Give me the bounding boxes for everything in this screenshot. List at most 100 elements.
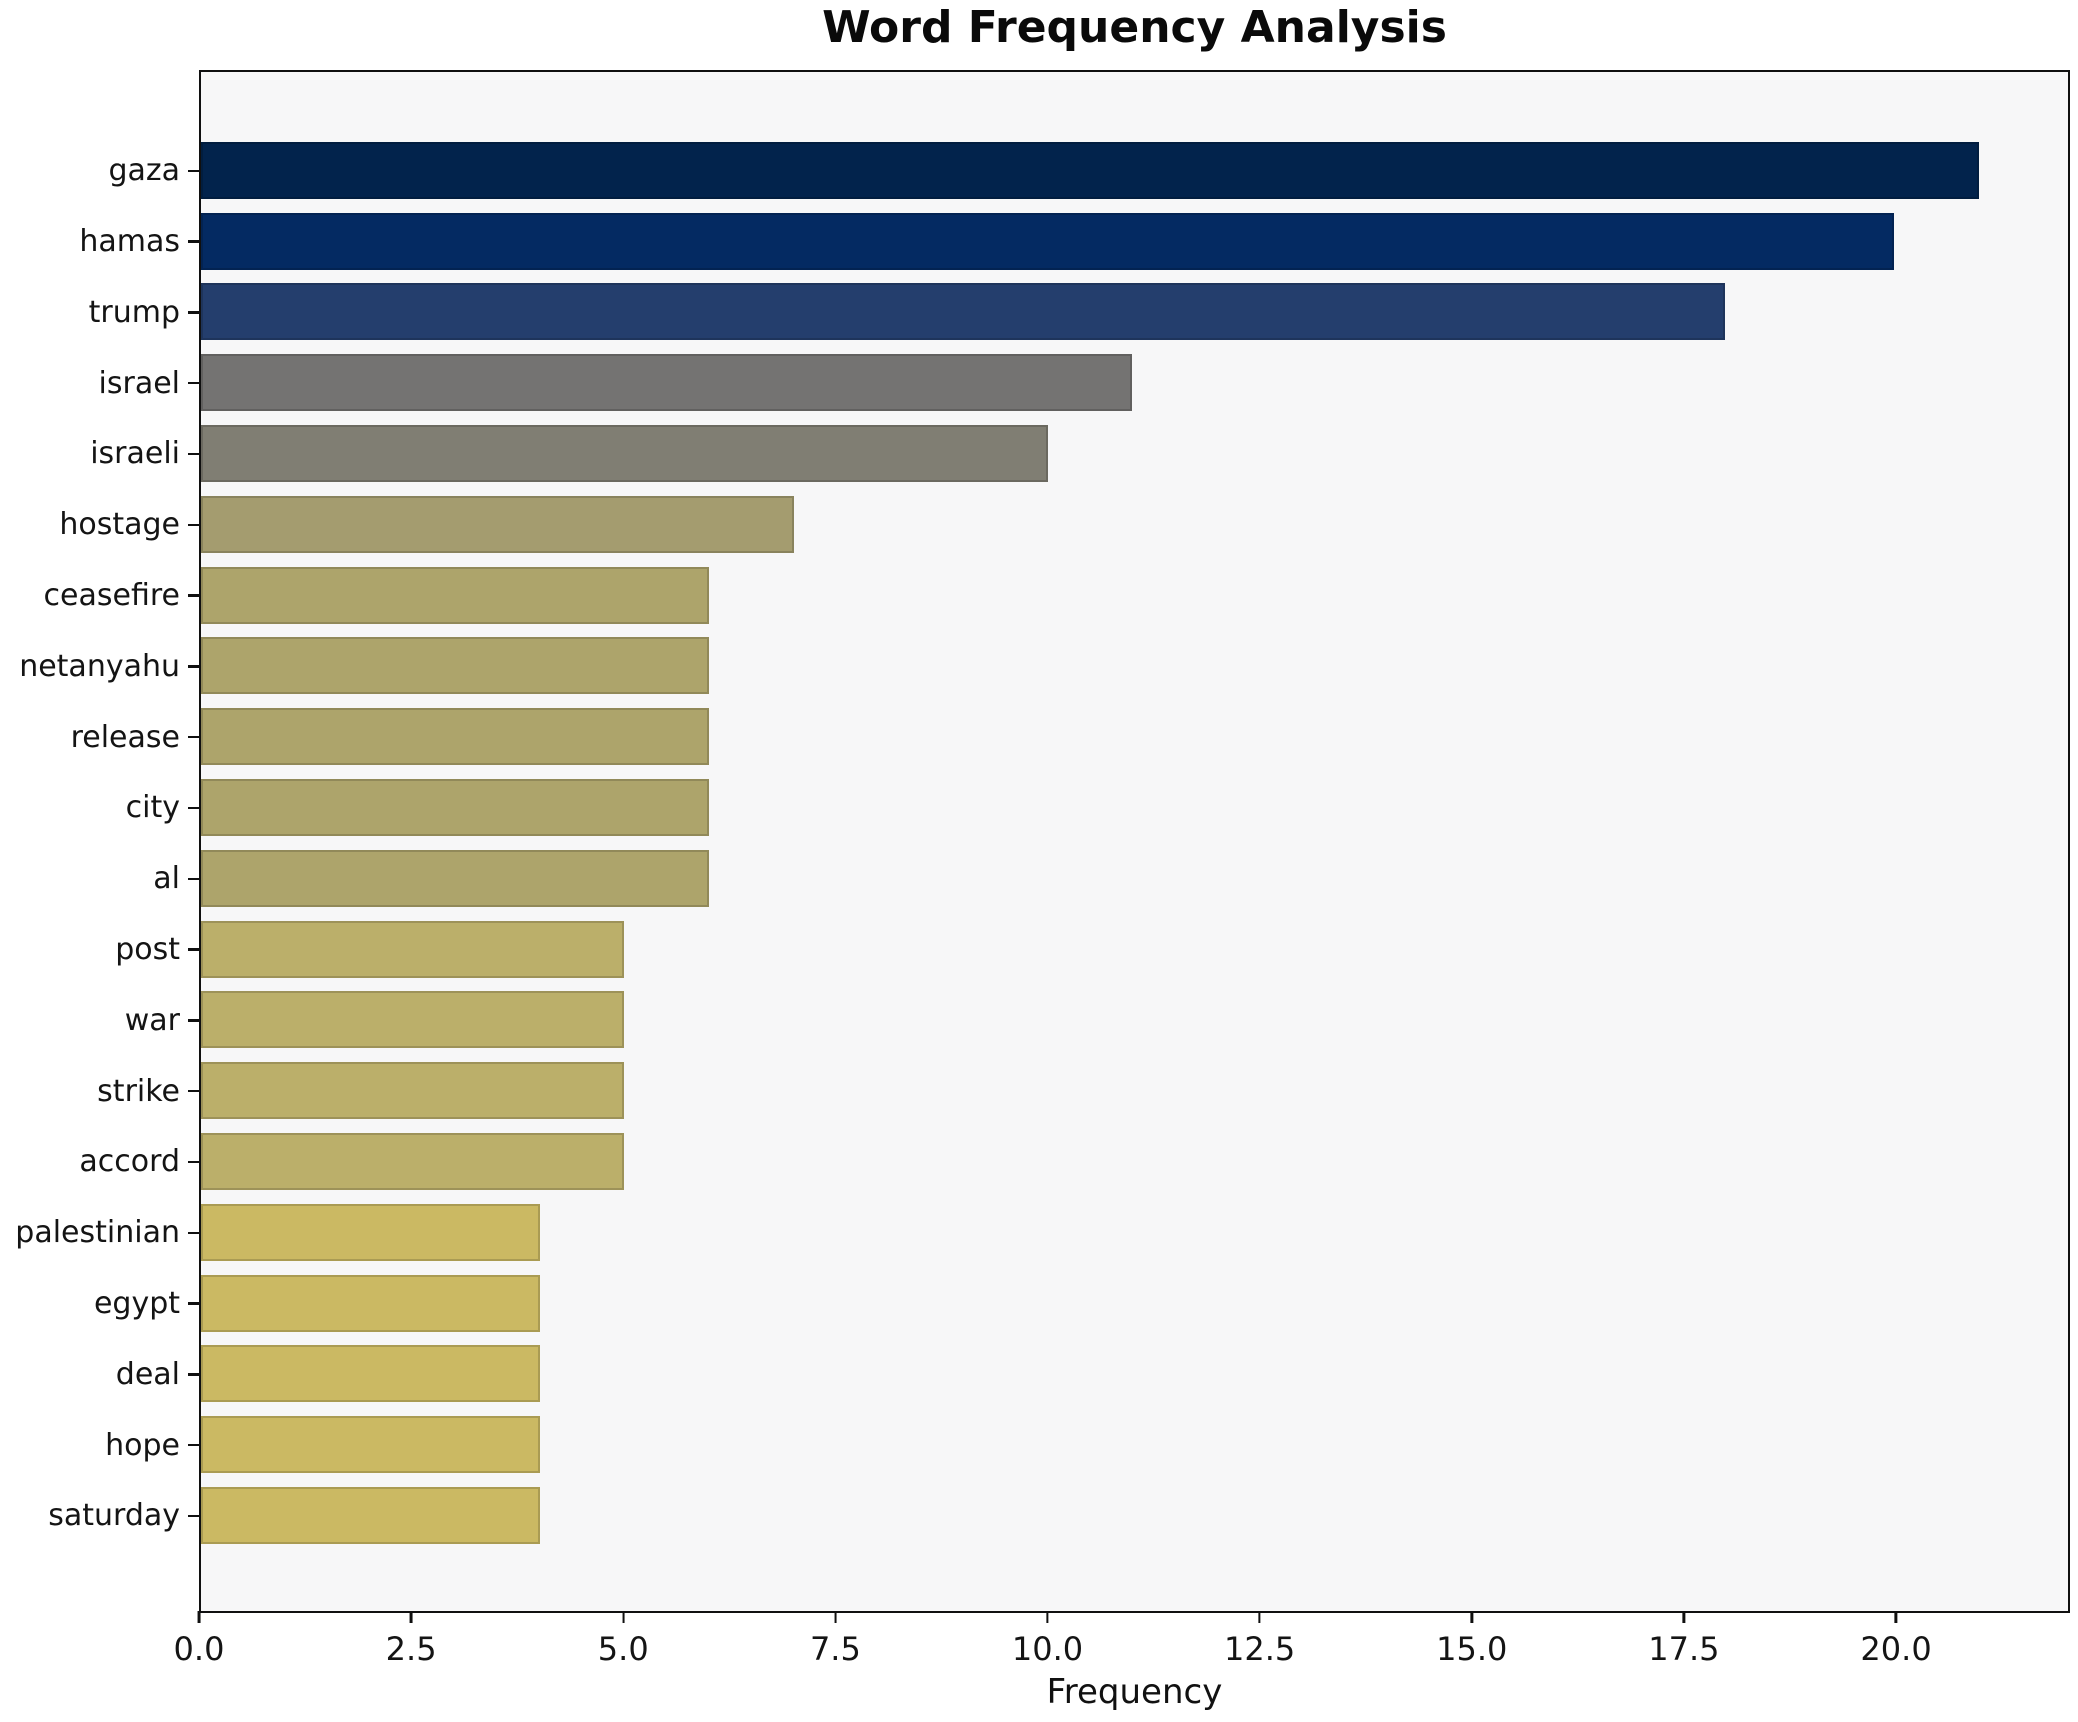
y-row: ceasefire bbox=[0, 560, 199, 631]
y-tick-mark bbox=[188, 877, 199, 880]
x-tick-label: 0.0 bbox=[173, 1630, 225, 1668]
y-tick-label-war: war bbox=[124, 1002, 180, 1038]
y-tick-label-israeli: israeli bbox=[90, 436, 180, 472]
bar-row bbox=[201, 1409, 2068, 1480]
y-tick-mark bbox=[188, 311, 199, 314]
bar-row bbox=[201, 347, 2068, 418]
bar-row bbox=[201, 418, 2068, 489]
x-axis-title: Frequency bbox=[1046, 1672, 1223, 1712]
y-row: trump bbox=[0, 277, 199, 348]
y-row: gaza bbox=[0, 135, 199, 206]
bar-row bbox=[201, 489, 2068, 560]
bar-row bbox=[201, 1339, 2068, 1410]
bar-accord bbox=[201, 1133, 625, 1191]
y-tick-label-post: post bbox=[115, 932, 180, 968]
x-tick-7.5: 7.5 bbox=[810, 1611, 861, 1668]
y-tick-mark bbox=[188, 1302, 199, 1305]
x-tick-0.0: 0.0 bbox=[173, 1611, 225, 1668]
y-axis: gaza hamas trump israel israeli hostage ceasef… bbox=[0, 70, 199, 1613]
y-row: saturday bbox=[0, 1481, 199, 1552]
x-tick-2.5: 2.5 bbox=[386, 1611, 437, 1668]
bar-row bbox=[201, 277, 2068, 348]
y-tick-label-trump: trump bbox=[88, 294, 180, 330]
y-row: deal bbox=[0, 1339, 199, 1410]
bar-trump bbox=[201, 283, 1726, 341]
y-tick-mark bbox=[188, 948, 199, 951]
bar-row bbox=[201, 560, 2068, 631]
y-tick-label-netanyahu: netanyahu bbox=[19, 648, 180, 684]
bar-row bbox=[201, 1197, 2068, 1268]
bar-egypt bbox=[201, 1274, 540, 1332]
y-tick-mark bbox=[188, 806, 199, 810]
y-tick-mark bbox=[188, 240, 199, 243]
y-row: hope bbox=[0, 1410, 199, 1481]
x-tick-label: 20.0 bbox=[1860, 1630, 1932, 1668]
y-row: post bbox=[0, 914, 199, 985]
y-row: hamas bbox=[0, 206, 199, 277]
y-tick-mark bbox=[188, 452, 199, 456]
y-tick-mark bbox=[188, 381, 199, 385]
x-tick-mark bbox=[1894, 1611, 1898, 1623]
y-tick-label-release: release bbox=[70, 719, 180, 755]
bar-row bbox=[201, 206, 2068, 277]
x-tick-label: 15.0 bbox=[1436, 1630, 1508, 1668]
bar-al bbox=[201, 849, 710, 907]
y-tick-label-hope: hope bbox=[105, 1427, 180, 1463]
x-tick-mark bbox=[1258, 1611, 1261, 1623]
y-tick-label-israel: israel bbox=[98, 365, 180, 401]
y-row: war bbox=[0, 985, 199, 1056]
bar-palestinian bbox=[201, 1203, 540, 1261]
y-row: strike bbox=[0, 1056, 199, 1127]
y-tick-mark bbox=[188, 735, 199, 739]
x-tick-mark bbox=[834, 1611, 837, 1623]
chart-title: Word Frequency Analysis bbox=[822, 2, 1447, 53]
bar-post bbox=[201, 920, 625, 978]
y-row: al bbox=[0, 843, 199, 914]
y-tick-mark bbox=[188, 1019, 199, 1022]
x-tick-20.0: 20.0 bbox=[1860, 1611, 1932, 1668]
x-tick-label: 5.0 bbox=[597, 1630, 649, 1668]
bars-container bbox=[201, 72, 2068, 1611]
y-tick-label-strike: strike bbox=[97, 1073, 180, 1109]
y-tick-label-hostage: hostage bbox=[59, 507, 180, 543]
bar-hostage bbox=[201, 495, 794, 553]
y-row: netanyahu bbox=[0, 631, 199, 702]
bar-israel bbox=[201, 354, 1133, 412]
x-tick-label: 2.5 bbox=[385, 1630, 437, 1668]
y-tick-label-city: city bbox=[125, 790, 180, 826]
plot-area bbox=[199, 70, 2070, 1613]
y-tick-label-saturday: saturday bbox=[48, 1498, 180, 1534]
bar-israeli bbox=[201, 425, 1048, 483]
bar-row bbox=[201, 985, 2068, 1056]
y-row: city bbox=[0, 773, 199, 844]
bar-row bbox=[201, 843, 2068, 914]
y-tick-label-egypt: egypt bbox=[93, 1286, 180, 1322]
bar-gaza bbox=[201, 141, 1980, 199]
bar-city bbox=[201, 779, 710, 837]
bar-netanyahu bbox=[201, 637, 710, 695]
y-row: egypt bbox=[0, 1268, 199, 1339]
x-tick-mark bbox=[1470, 1611, 1473, 1623]
y-row: hostage bbox=[0, 489, 199, 560]
y-row: israel bbox=[0, 348, 199, 419]
bar-war bbox=[201, 991, 625, 1049]
x-tick-label: 10.0 bbox=[1011, 1630, 1084, 1668]
y-tick-mark bbox=[188, 169, 199, 172]
bar-row bbox=[201, 1480, 2068, 1551]
y-row: israeli bbox=[0, 419, 199, 490]
y-tick-label-al: al bbox=[153, 861, 180, 897]
x-axis: 0.0 2.5 5.0 7.5 10.0 12.5 15.0 17.5 20.0 bbox=[174, 1611, 2070, 1681]
x-tick-17.5: 17.5 bbox=[1648, 1611, 1720, 1668]
y-tick-mark bbox=[188, 594, 199, 597]
x-tick-label: 17.5 bbox=[1648, 1630, 1720, 1668]
x-tick-label: 12.5 bbox=[1224, 1630, 1296, 1668]
bar-row bbox=[201, 135, 2068, 206]
x-tick-10.0: 10.0 bbox=[1012, 1611, 1083, 1668]
x-tick-5.0: 5.0 bbox=[598, 1611, 649, 1668]
y-tick-mark bbox=[188, 1089, 199, 1093]
y-row: palestinian bbox=[0, 1197, 199, 1268]
bar-row bbox=[201, 1268, 2068, 1339]
y-tick-label-hamas: hamas bbox=[79, 224, 180, 260]
bar-release bbox=[201, 708, 710, 766]
y-tick-mark bbox=[188, 665, 199, 668]
